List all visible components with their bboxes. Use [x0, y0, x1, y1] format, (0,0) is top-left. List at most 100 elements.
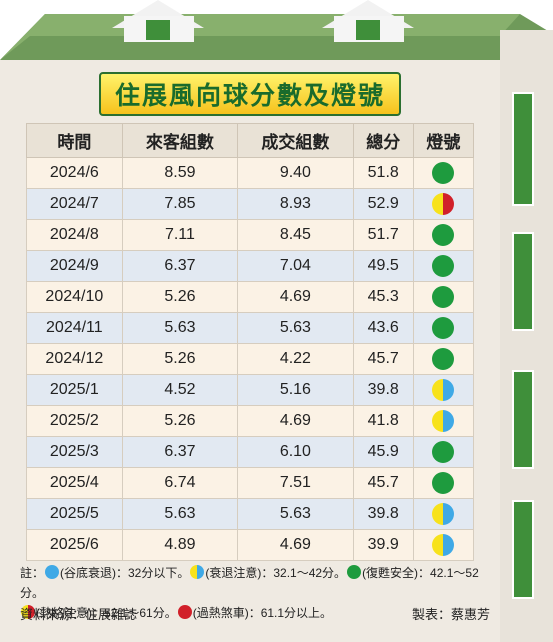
cell-time: 2024/10	[26, 281, 123, 313]
cell-time: 2024/12	[26, 343, 123, 375]
cell-time: 2025/6	[26, 529, 123, 561]
signal-light-yellow-red-icon	[432, 193, 455, 215]
cell-score: 39.9	[352, 529, 414, 561]
legend-item-text: (衰退注意)：32.1～42分。	[205, 566, 347, 580]
cell-deals: 4.69	[237, 405, 354, 437]
cell-visitors: 8.59	[121, 157, 239, 189]
signal-light-yellow-blue-icon	[432, 379, 455, 401]
table-row: 2024/10 5.26 4.69 45.3	[26, 281, 475, 313]
cell-score: 45.9	[352, 436, 414, 468]
cell-score: 39.8	[352, 374, 414, 406]
cell-visitors: 7.85	[121, 188, 239, 220]
cell-deals: 5.63	[237, 312, 354, 344]
cell-visitors: 6.37	[121, 436, 239, 468]
author-credit: 製表：蔡惠芳	[411, 607, 490, 622]
cell-light	[412, 312, 475, 344]
cell-deals: 9.40	[237, 157, 354, 189]
table-body: 2024/6 8.59 9.40 51.8 2024/7 7.85 8.93 52.9 2024…	[26, 157, 475, 561]
cell-deals: 7.04	[237, 250, 354, 282]
cell-deals: 4.69	[237, 529, 354, 561]
table-row: 2025/1 4.52 5.16 39.8	[26, 374, 475, 406]
cell-visitors: 5.63	[121, 312, 239, 344]
legend-light-red-icon	[177, 605, 192, 619]
legend-prefix: 註：	[20, 566, 45, 580]
column-header-score: 總分	[352, 123, 414, 158]
cell-deals: 5.16	[237, 374, 354, 406]
cell-light	[412, 250, 475, 282]
cell-visitors: 6.74	[121, 467, 239, 499]
table-row: 2024/8 7.11 8.45 51.7	[26, 219, 475, 251]
dormer-window-right	[322, 0, 414, 42]
column-header-deals: 成交組數	[237, 123, 354, 158]
legend-light-yellow-blue-icon	[190, 565, 205, 579]
signal-light-yellow-blue-icon	[432, 503, 455, 525]
cell-score: 45.3	[352, 281, 414, 313]
cell-visitors: 5.63	[121, 498, 239, 530]
table-row: 2025/6 4.89 4.69 39.9	[26, 529, 475, 561]
signal-light-green-icon	[432, 317, 455, 339]
signal-light-green-icon	[432, 441, 455, 463]
cell-visitors: 5.26	[121, 281, 239, 313]
page-title: 住展風向球分數及燈號	[98, 72, 401, 116]
signal-light-yellow-blue-icon	[432, 410, 455, 432]
cell-light	[412, 219, 475, 251]
table-row: 2024/7 7.85 8.93 52.9	[26, 188, 475, 220]
column-header-visitors: 來客組數	[121, 123, 239, 158]
cell-time: 2024/9	[26, 250, 123, 282]
legend-item-text: (復甦安全)：42.1～52分。	[20, 566, 479, 600]
cell-time: 2025/3	[26, 436, 123, 468]
table-row: 2024/12 5.26 4.22 45.7	[26, 343, 475, 375]
footer: 資料來源：住展雜誌 製表：蔡惠芳	[20, 604, 490, 623]
side-window	[512, 500, 534, 599]
cell-light	[412, 374, 475, 406]
cell-time: 2025/1	[26, 374, 123, 406]
cell-light	[412, 157, 475, 189]
cell-score: 49.5	[352, 250, 414, 282]
side-window	[512, 92, 534, 206]
legend-light-yellow-red-icon	[21, 605, 35, 619]
table-row: 2024/6 8.59 9.40 51.8	[26, 157, 475, 189]
cell-score: 41.8	[352, 405, 414, 437]
cell-time: 2025/5	[26, 498, 123, 530]
table-row: 2025/5 5.63 5.63 39.8	[26, 498, 475, 530]
roof-illustration	[0, 0, 553, 62]
signal-light-yellow-blue-icon	[432, 534, 455, 556]
cell-deals: 6.10	[237, 436, 354, 468]
cell-light	[412, 343, 475, 375]
cell-time: 2024/8	[26, 219, 123, 251]
title-banner: 住展風向球分數及燈號	[0, 66, 500, 116]
cell-light	[412, 405, 475, 437]
score-table: 時間 來客組數 成交組數 總分 燈號 2024/6 8.59 9.40 51.8 202…	[26, 123, 475, 561]
column-header-light: 燈號	[412, 123, 475, 158]
legend-light-green-icon	[347, 565, 362, 579]
legend: 註： (谷底衰退)：32分以下。 (衰退注意)：32.1～42分。 (復甦安全)：42…	[20, 563, 490, 623]
legend-light-blue-icon	[45, 565, 60, 579]
cell-visitors: 4.89	[121, 529, 239, 561]
cell-score: 51.7	[352, 219, 414, 251]
cell-time: 2025/4	[26, 467, 123, 499]
side-window	[512, 232, 534, 331]
cell-deals: 5.63	[237, 498, 354, 530]
table-row: 2025/4 6.74 7.51 45.7	[26, 467, 475, 499]
signal-light-green-icon	[432, 224, 455, 246]
cell-light	[412, 281, 475, 313]
signal-light-green-icon	[432, 286, 455, 308]
cell-light	[412, 498, 475, 530]
cell-visitors: 4.52	[121, 374, 239, 406]
cell-score: 39.8	[352, 498, 414, 530]
cell-score: 43.6	[352, 312, 414, 344]
side-window	[512, 370, 534, 469]
cell-visitors: 7.11	[121, 219, 239, 251]
cell-score: 45.7	[352, 343, 414, 375]
cell-visitors: 5.26	[121, 343, 239, 375]
cell-score: 45.7	[352, 467, 414, 499]
table-row: 2025/2 5.26 4.69 41.8	[26, 405, 475, 437]
cell-visitors: 6.37	[121, 250, 239, 282]
cell-time: 2024/6	[26, 157, 123, 189]
cell-time: 2024/7	[26, 188, 123, 220]
column-header-time: 時間	[26, 123, 123, 158]
cell-time: 2024/11	[26, 312, 123, 344]
cell-deals: 8.45	[237, 219, 354, 251]
table-row: 2024/9 6.37 7.04 49.5	[26, 250, 475, 282]
